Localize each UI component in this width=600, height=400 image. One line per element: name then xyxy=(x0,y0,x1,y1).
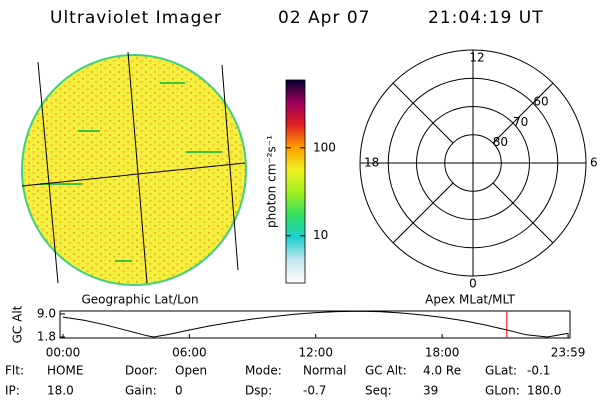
status-value: -0.1 xyxy=(527,364,550,378)
polar-angle-label: 0 xyxy=(469,277,477,291)
x-tick-label: 18:00 xyxy=(425,346,460,360)
polar-title: Apex MLat/MLT xyxy=(425,293,515,307)
status-value: HOME xyxy=(47,364,83,378)
status-value: -0.7 xyxy=(303,384,326,398)
status-label: Flt: xyxy=(5,364,24,378)
date: 02 Apr 07 xyxy=(278,8,370,28)
status-label: Seq: xyxy=(365,384,392,398)
status-label: IP: xyxy=(5,384,20,398)
x-tick-label: 23:59 xyxy=(551,346,586,360)
x-tick-label: 06:00 xyxy=(172,346,207,360)
polar-angle-label: 18 xyxy=(364,156,379,170)
polar-ring-label: 70 xyxy=(513,115,528,129)
status-label: Mode: xyxy=(245,364,282,378)
y-tick-label: 9.0 xyxy=(37,306,56,320)
colorbar xyxy=(285,79,306,284)
polar-ring xyxy=(387,77,559,249)
status-label: GC Alt: xyxy=(365,364,407,378)
polar-diagonal xyxy=(492,182,554,244)
polar-ring xyxy=(416,106,530,220)
x-tick-label: 00:00 xyxy=(46,346,81,360)
status-value: 180.0 xyxy=(527,384,561,398)
polar-diagonal xyxy=(392,82,454,144)
image-title: Geographic Lat/Lon xyxy=(81,293,198,307)
colorbar-label: photon cm⁻²s⁻¹ xyxy=(265,135,279,228)
polar-diagonal xyxy=(392,182,454,244)
time: 21:04:19 UT xyxy=(428,8,544,28)
status-value: Open xyxy=(175,364,207,378)
colorbar-tick-label: 10 xyxy=(313,228,328,242)
x-tick-label: 12:00 xyxy=(298,346,333,360)
status-value: 39 xyxy=(423,384,438,398)
polar-angle-label: 6 xyxy=(590,156,598,170)
status-value: 0 xyxy=(175,384,183,398)
polar-angle-label: 12 xyxy=(469,51,484,65)
status-label: Dsp: xyxy=(245,384,272,398)
title: Ultraviolet Imager xyxy=(50,8,222,28)
y-tick-label: 1.8 xyxy=(37,330,56,344)
status-value: 18.0 xyxy=(47,384,74,398)
image-disk xyxy=(21,51,247,286)
status-value: 4.0 Re xyxy=(423,364,461,378)
status-value: Normal xyxy=(303,364,346,378)
polar-diagonal xyxy=(492,82,554,144)
status-label: Gain: xyxy=(125,384,157,398)
y-axis-label: GC Alt xyxy=(11,305,25,343)
status-label: GLon: xyxy=(485,384,520,398)
plot-frame xyxy=(59,310,571,339)
status-label: Door: xyxy=(125,364,158,378)
polar-ring-label: 60 xyxy=(533,94,548,108)
colorbar-tick-label: 100 xyxy=(313,140,336,154)
status-label: GLat: xyxy=(485,364,517,378)
altitude-line xyxy=(62,311,569,338)
polar-ring xyxy=(444,134,502,192)
polar-ring-label: 80 xyxy=(493,135,508,149)
